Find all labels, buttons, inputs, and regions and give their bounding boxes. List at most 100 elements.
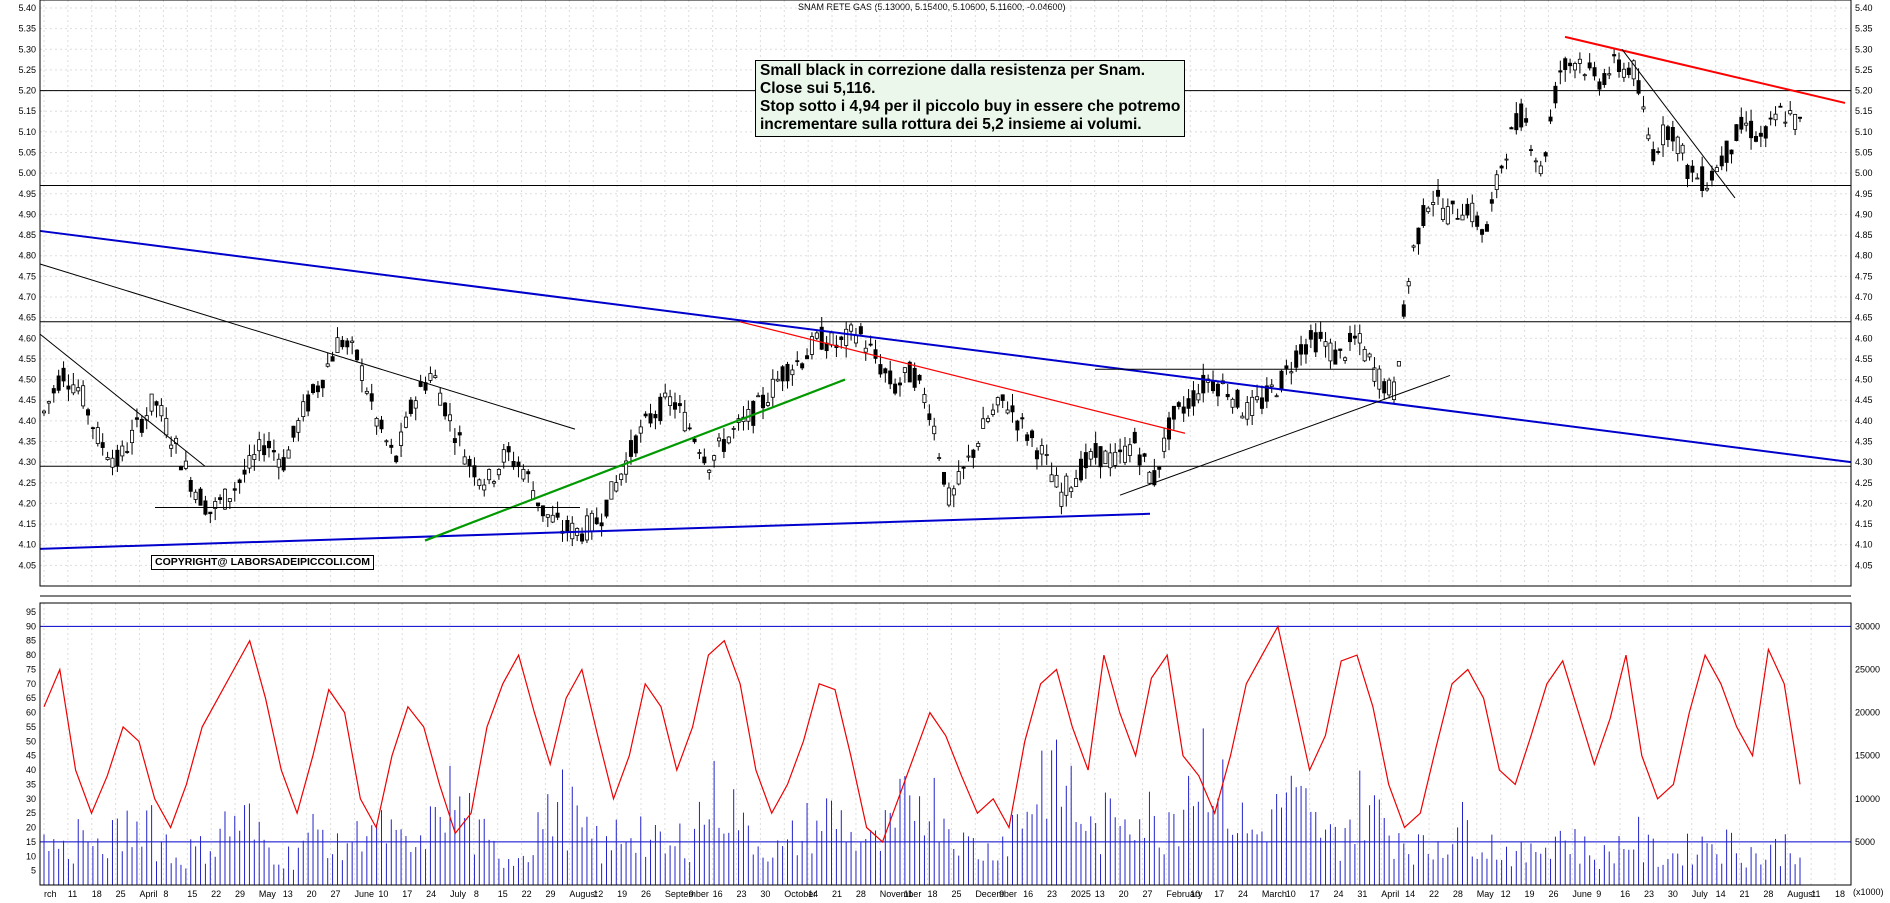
x-tick-label: 31 (1357, 889, 1367, 899)
candle-body (956, 471, 961, 485)
osc-tick-left: 50 (26, 736, 36, 746)
candle-body (922, 394, 927, 404)
x-tick-label: 23 (737, 889, 747, 899)
analysis-note: Small black in correzione dalla resisten… (755, 60, 1186, 137)
candle-body (907, 361, 912, 383)
candle-body (1025, 434, 1030, 441)
candle-body (149, 393, 154, 412)
candle-body (545, 514, 550, 518)
x-tick-label: December (975, 889, 1017, 899)
candle-body (1074, 478, 1079, 487)
x-tick-label: 20 (307, 889, 317, 899)
candle-body (252, 454, 257, 460)
candle-body (1484, 224, 1489, 232)
x-tick-label: 10 (1190, 889, 1200, 899)
candle-body (614, 482, 619, 492)
x-tick-label: April (1381, 889, 1399, 899)
x-tick-label: 22 (211, 889, 221, 899)
candle-body (496, 469, 501, 476)
candle-body (1230, 398, 1235, 408)
candle-body (1215, 383, 1220, 397)
candle-body (1744, 122, 1749, 126)
candle-body (1499, 165, 1504, 169)
candle-body (536, 502, 541, 507)
price-tick-left: 5.00 (18, 168, 36, 178)
x-tick-label: 21 (832, 889, 842, 899)
price-tick-left: 5.15 (18, 106, 36, 116)
osc-tick-left: 25 (26, 808, 36, 818)
candle-body (1333, 349, 1338, 365)
x-tick-label: 27 (331, 889, 341, 899)
black-uptrend-right (1119, 374, 1451, 496)
osc-tick-left: 60 (26, 708, 36, 718)
candle-body (81, 385, 86, 407)
candle-body (580, 533, 585, 542)
candle-body (604, 499, 609, 517)
red-downtrend-mid (739, 321, 1186, 434)
x-tick-label: 25 (116, 889, 126, 899)
black-downtrend-left (39, 263, 576, 430)
x-tick-label: 24 (426, 889, 436, 899)
candle-body (555, 512, 560, 518)
candle-body (1450, 200, 1455, 205)
price-tick-right: 5.40 (1855, 3, 1873, 13)
candle-body (1592, 67, 1597, 77)
x-tick-label: July (1692, 889, 1709, 899)
candle-body (942, 471, 947, 485)
candle-body (937, 457, 942, 459)
price-tick-left: 4.90 (18, 209, 36, 219)
x-tick-label: 10 (378, 889, 388, 899)
x-tick-label: October (784, 889, 816, 899)
candle-body (658, 396, 663, 422)
candle-body (1269, 384, 1274, 387)
candle-body (105, 457, 110, 461)
candle-body (1514, 113, 1519, 131)
candle-body (66, 385, 71, 390)
candle-body (447, 414, 452, 422)
osc-tick-left: 80 (26, 650, 36, 660)
price-tick-left: 5.30 (18, 44, 36, 54)
candle-body (1308, 330, 1313, 340)
candle-body (1778, 105, 1783, 108)
candle-body (222, 488, 227, 510)
candle-body (1783, 121, 1788, 124)
candle-body (1103, 450, 1108, 465)
candle-body (56, 375, 61, 391)
x-tick-label: 30 (760, 889, 770, 899)
x-tick-label: March (1262, 889, 1287, 899)
candle-body (350, 340, 355, 343)
candle-body (687, 427, 692, 430)
candle-body (1528, 149, 1533, 151)
price-tick-left: 4.25 (18, 478, 36, 488)
candle-body (482, 484, 487, 491)
candle-body (1152, 470, 1157, 486)
volume-tick-right: 20000 (1855, 708, 1880, 718)
price-tick-right: 4.95 (1855, 189, 1873, 199)
candle-body (1724, 140, 1729, 163)
candle-body (986, 417, 991, 422)
candle-body (237, 479, 242, 484)
candle-body (893, 383, 898, 394)
candle-body (1489, 199, 1494, 204)
candle-body (325, 363, 330, 367)
x-tick-label: 15 (498, 889, 508, 899)
candle-body (1259, 397, 1264, 409)
price-tick-left: 4.45 (18, 395, 36, 405)
x-tick-label: 18 (92, 889, 102, 899)
candle-body (672, 402, 677, 410)
candle-body (1406, 281, 1411, 287)
x-tick-label: 13 (283, 889, 293, 899)
x-tick-label: 28 (856, 889, 866, 899)
price-tick-right: 5.35 (1855, 24, 1873, 34)
candle-body (702, 456, 707, 464)
candle-body (1460, 214, 1465, 221)
price-tick-left: 4.75 (18, 271, 36, 281)
candle-body (1758, 132, 1763, 137)
price-tick-right: 4.45 (1855, 395, 1873, 405)
candle-body (359, 365, 364, 381)
candle-body (1171, 405, 1176, 420)
candle-body (1440, 207, 1445, 220)
candle-body (770, 378, 775, 398)
candle-body (897, 382, 902, 386)
candle-body (1607, 73, 1612, 76)
